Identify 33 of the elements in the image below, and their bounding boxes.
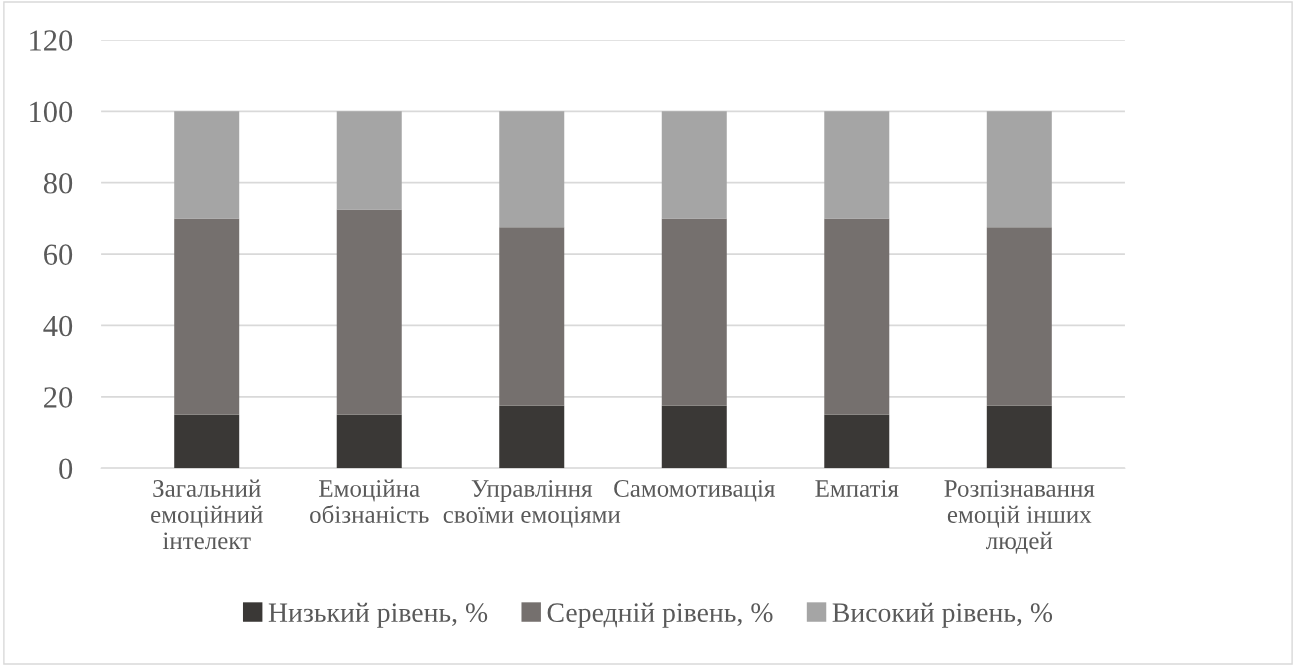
bar (661, 111, 727, 219)
bar (824, 111, 890, 219)
bar (499, 227, 565, 406)
bar (661, 405, 727, 469)
bar (174, 111, 240, 219)
legend-label: Високий рівень, % (832, 602, 1053, 628)
bar (174, 218, 240, 415)
bar (336, 414, 402, 469)
y-tick-label: 40 (43, 315, 73, 337)
bar (661, 218, 727, 406)
y-tick-label: 0 (59, 458, 73, 480)
y-tick-label: 100 (30, 101, 73, 123)
bar (499, 405, 565, 469)
bar (824, 218, 890, 415)
x-tick-label: Самомотивація (614, 480, 775, 502)
bar (824, 414, 890, 469)
bar (499, 111, 565, 228)
y-tick-label: 120 (30, 30, 73, 51)
x-tick-label: Емоційна обізнаність (310, 479, 429, 524)
bar (986, 227, 1052, 406)
y-tick-label: 60 (44, 244, 73, 265)
bar (986, 111, 1052, 228)
bar (336, 111, 402, 210)
legend-label: Низький рівень, % (268, 602, 488, 628)
x-tick-label: Загальний емоційний інтелект (151, 479, 263, 550)
bar (174, 414, 240, 469)
x-tick-label: Емпатія (815, 480, 899, 497)
y-tick-label: 20 (44, 387, 73, 408)
y-tick-label: 80 (43, 172, 73, 194)
bar (986, 405, 1052, 469)
bar (336, 209, 402, 415)
x-tick-label: Розпізнавання емоцій інших людей (944, 480, 1095, 554)
legend-label: Середній рівень, % (547, 602, 773, 628)
